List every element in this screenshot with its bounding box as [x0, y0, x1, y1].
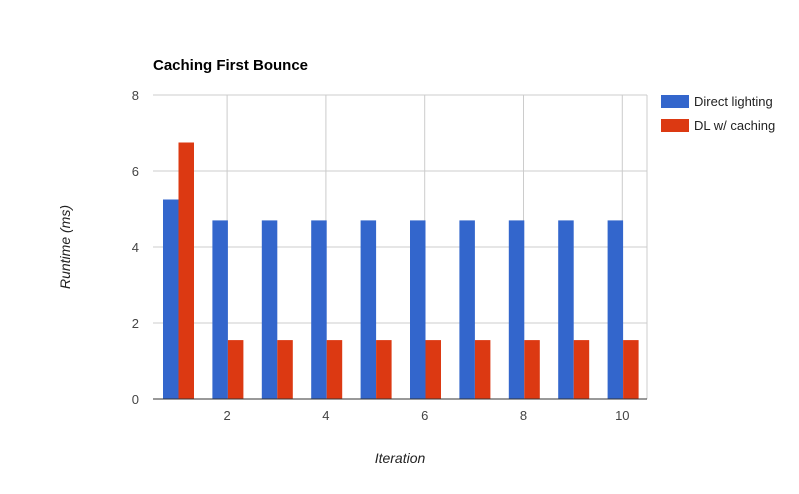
- bar-direct-lighting-6: [410, 220, 426, 399]
- bar-direct-lighting-8: [508, 220, 525, 399]
- bar-dl-caching-1: [178, 142, 194, 399]
- bar-dl-caching-7: [474, 340, 491, 399]
- bar-direct-lighting-7: [459, 220, 475, 399]
- bar-direct-lighting-4: [311, 220, 327, 399]
- bar-direct-lighting-5: [360, 220, 377, 399]
- bar-marks: [163, 142, 639, 399]
- x-tick-label: 6: [421, 408, 428, 423]
- bar-dl-caching-8: [524, 340, 540, 399]
- legend-label-dl-caching: DL w/ caching: [694, 118, 775, 133]
- y-tick-label: 0: [132, 392, 139, 407]
- legend: Direct lighting DL w/ caching: [661, 94, 775, 133]
- x-tick-label: 2: [223, 408, 230, 423]
- bar-dl-caching-3: [277, 340, 293, 399]
- y-tick-labels: 0 2 4 6 8: [132, 88, 139, 407]
- x-tick-labels: 2 4 6 8 10: [223, 408, 629, 423]
- legend-label-direct-lighting: Direct lighting: [694, 94, 773, 109]
- bar-dl-caching-6: [425, 340, 441, 399]
- x-tick-label: 4: [322, 408, 329, 423]
- y-tick-label: 2: [132, 316, 139, 331]
- y-tick-label: 4: [132, 240, 139, 255]
- legend-swatch-dl-caching: [661, 119, 689, 132]
- bar-direct-lighting-1: [163, 199, 179, 399]
- x-tick-label: 8: [520, 408, 527, 423]
- bar-dl-caching-5: [376, 340, 392, 399]
- bar-dl-caching-2: [227, 340, 244, 399]
- bar-dl-caching-4: [326, 340, 343, 399]
- x-tick-label: 10: [615, 408, 629, 423]
- x-axis-title: Iteration: [375, 450, 426, 466]
- bar-direct-lighting-10: [607, 220, 624, 399]
- legend-swatch-direct-lighting: [661, 95, 689, 108]
- bar-direct-lighting-9: [558, 220, 574, 399]
- chart-title: Caching First Bounce: [153, 57, 308, 74]
- bar-direct-lighting-2: [212, 220, 228, 399]
- bar-direct-lighting-3: [261, 220, 278, 399]
- y-tick-label: 6: [132, 164, 139, 179]
- y-tick-label: 8: [132, 88, 139, 103]
- bar-dl-caching-10: [623, 340, 639, 399]
- bar-dl-caching-9: [573, 340, 590, 399]
- y-axis-title: Runtime (ms): [57, 205, 73, 289]
